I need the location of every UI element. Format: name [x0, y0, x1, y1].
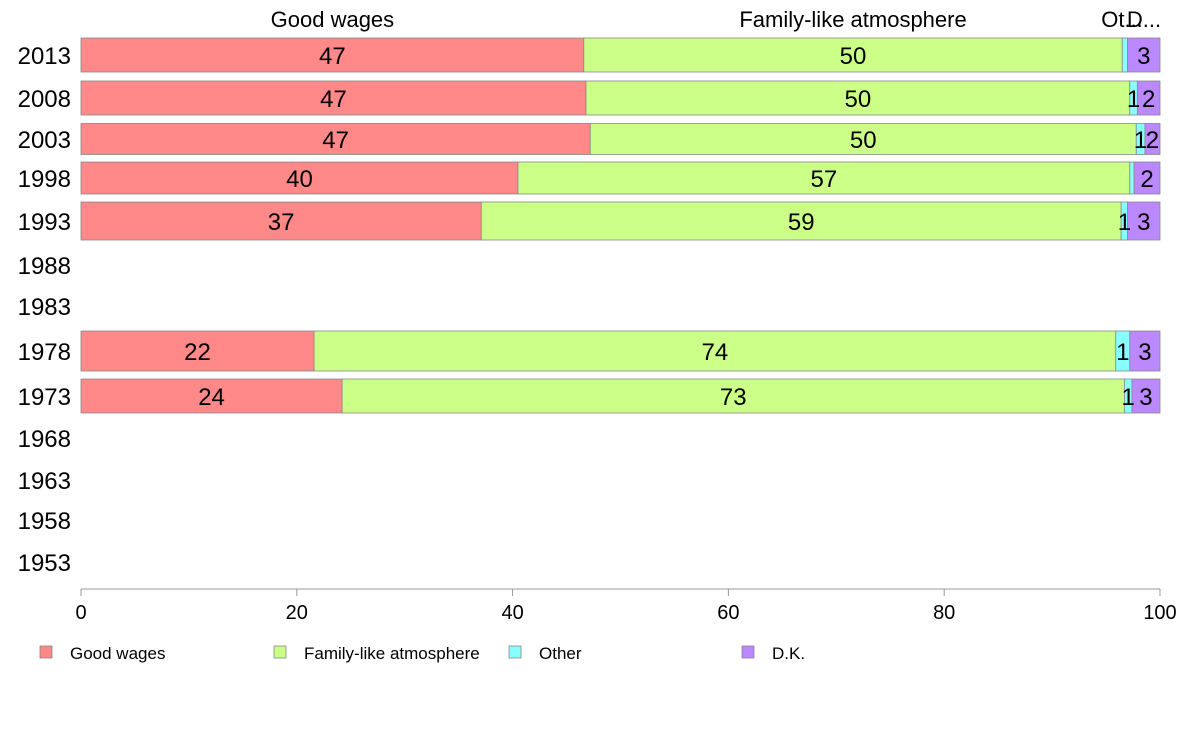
bar-2013-other — [1121, 37, 1129, 73]
value-label-1998-family-like-atmosphere: 57 — [811, 166, 838, 193]
value-label-1973-other: 1 — [1121, 384, 1134, 411]
bar-2003-family-like-atmosphere — [589, 123, 1137, 155]
bar-1998-other — [1129, 161, 1135, 195]
bar-2003-good-wages — [80, 123, 591, 155]
year-label-1973: 1973 — [18, 384, 71, 411]
bar-2013-good-wages — [80, 37, 585, 73]
value-label-2003-other: 1 — [1134, 127, 1147, 154]
year-axis-labels: 2013 2008 2003 1998 1993 1988 1983 1978 1973 1968… — [18, 43, 71, 577]
value-label-2013-good-wages: 47 — [319, 43, 346, 70]
bar-2008-family-like-atmosphere — [585, 80, 1131, 116]
x-tick-label-20: 20 — [286, 602, 308, 624]
legend-label-d-k-: D.K. — [772, 644, 805, 663]
value-label-2003-d-k-: 2 — [1146, 127, 1159, 154]
x-tick-label-60: 60 — [717, 602, 739, 624]
value-label-1993-other: 1 — [1118, 209, 1131, 236]
year-label-1978: 1978 — [18, 339, 71, 366]
bars-group — [80, 37, 1161, 414]
x-tick-label-40: 40 — [501, 602, 523, 624]
value-label-1978-good-wages: 22 — [184, 339, 211, 366]
bar-1978-good-wages — [80, 330, 315, 372]
bar-1973-family-like-atmosphere — [341, 378, 1125, 414]
value-label-1978-other: 1 — [1116, 339, 1129, 366]
year-label-2013: 2013 — [18, 43, 71, 70]
legend: Good wages Family-like atmosphere Other D.K… — [39, 644, 805, 663]
bar-2008-good-wages — [80, 80, 587, 116]
year-label-1983: 1983 — [18, 294, 71, 321]
top-label-other: Ot... — [1101, 7, 1143, 32]
bar-1993-family-like-atmosphere — [480, 201, 1122, 241]
value-label-2013-d-k-: 3 — [1137, 43, 1150, 70]
legend-swatch-good-wages — [39, 645, 53, 659]
x-tick-label-100: 100 — [1143, 602, 1176, 624]
top-series-labels: Good wages Family-like atmosphere Ot...D..… — [271, 7, 1161, 32]
top-label-family-like-atmosphere: Family-like atmosphere — [739, 7, 966, 32]
value-label-2013-family-like-atmosphere: 50 — [840, 43, 867, 70]
value-label-1993-good-wages: 37 — [268, 209, 295, 236]
bar-1978-family-like-atmosphere — [313, 330, 1117, 372]
legend-swatch-family-like-atmosphere — [273, 645, 287, 659]
bar-1973-d-k- — [1131, 378, 1161, 414]
year-label-1953: 1953 — [18, 550, 71, 577]
bar-1973-good-wages — [80, 378, 343, 414]
value-label-1998-good-wages: 40 — [286, 166, 313, 193]
bar-2008-d-k- — [1136, 80, 1161, 116]
bar-1978-d-k- — [1129, 330, 1161, 372]
bar-2013-family-like-atmosphere — [583, 37, 1123, 73]
value-label-2003-good-wages: 47 — [322, 127, 349, 154]
value-label-2008-other: 1 — [1127, 86, 1140, 113]
value-label-1993-d-k-: 3 — [1137, 209, 1150, 236]
year-label-1988: 1988 — [18, 253, 71, 280]
top-label-d-k-: D... — [1127, 7, 1161, 32]
value-label-1993-family-like-atmosphere: 59 — [788, 209, 815, 236]
x-axis: 0 20 40 60 80 100 — [75, 588, 1177, 624]
legend-swatch-other — [508, 645, 522, 659]
year-label-2008: 2008 — [18, 86, 71, 113]
year-label-1998: 1998 — [18, 166, 71, 193]
value-label-2003-family-like-atmosphere: 50 — [850, 127, 877, 154]
value-label-1973-good-wages: 24 — [198, 384, 225, 411]
value-label-1978-d-k-: 3 — [1138, 339, 1151, 366]
year-label-1993: 1993 — [18, 209, 71, 236]
legend-label-family-like-atmosphere: Family-like atmosphere — [304, 644, 480, 663]
bar-2003-d-k- — [1144, 123, 1161, 155]
value-label-1998-d-k-: 2 — [1140, 166, 1153, 193]
value-label-1973-d-k-: 3 — [1139, 384, 1152, 411]
bar-1998-good-wages — [80, 161, 519, 195]
bar-1993-d-k- — [1127, 201, 1161, 241]
year-label-1968: 1968 — [18, 426, 71, 453]
year-label-1963: 1963 — [18, 468, 71, 495]
year-label-1958: 1958 — [18, 508, 71, 535]
value-label-1978-family-like-atmosphere: 74 — [702, 339, 729, 366]
bar-2013-d-k- — [1127, 37, 1161, 73]
value-label-1973-family-like-atmosphere: 73 — [720, 384, 747, 411]
value-label-2008-d-k-: 2 — [1142, 86, 1155, 113]
top-label-good-wages: Good wages — [271, 7, 395, 32]
value-label-2008-good-wages: 47 — [320, 86, 347, 113]
year-label-2003: 2003 — [18, 127, 71, 154]
bar-1998-d-k- — [1133, 161, 1161, 195]
legend-swatch-d-k- — [741, 645, 755, 659]
bar-1993-good-wages — [80, 201, 482, 241]
x-tick-label-0: 0 — [75, 602, 86, 624]
legend-label-other: Other — [539, 644, 582, 663]
value-label-2008-family-like-atmosphere: 50 — [845, 86, 872, 113]
legend-label-good-wages: Good wages — [70, 644, 165, 663]
x-tick-label-80: 80 — [933, 602, 955, 624]
